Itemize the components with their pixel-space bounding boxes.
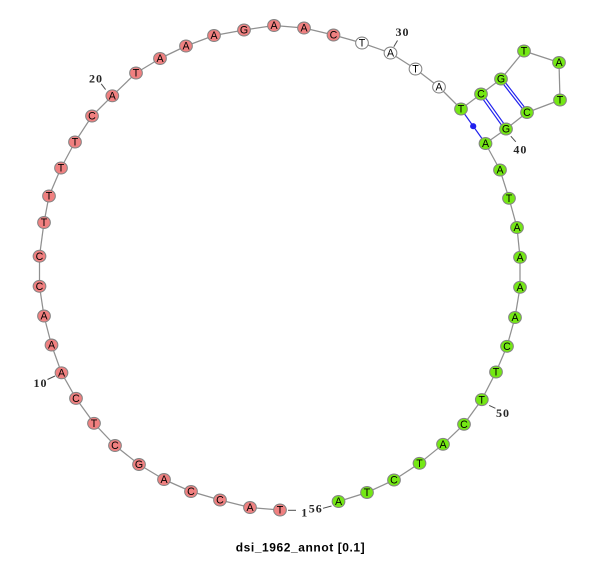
svg-text:C: C [187, 486, 195, 498]
svg-text:T: T [458, 104, 465, 116]
svg-text:T: T [506, 193, 513, 205]
svg-text:A: A [156, 53, 164, 65]
svg-text:C: C [88, 111, 96, 123]
svg-text:C: C [72, 393, 80, 405]
svg-text:T: T [46, 191, 53, 203]
svg-text:A: A [439, 439, 447, 451]
svg-text:T: T [72, 137, 79, 149]
svg-text:A: A [58, 368, 66, 380]
svg-text:C: C [36, 251, 44, 263]
svg-text:A: A [516, 252, 524, 264]
svg-text:A: A [109, 91, 117, 103]
svg-text:C: C [216, 495, 224, 507]
svg-text:C: C [390, 475, 398, 487]
svg-text:A: A [387, 48, 395, 60]
svg-text:A: A [40, 311, 48, 323]
svg-text:dsi_1962_annot [0.1]: dsi_1962_annot [0.1] [236, 541, 365, 555]
svg-text:20: 20 [89, 71, 103, 85]
svg-text:A: A [335, 496, 343, 508]
svg-text:G: G [240, 25, 248, 37]
svg-text:50: 50 [496, 406, 510, 420]
svg-text:A: A [513, 222, 521, 234]
svg-text:T: T [41, 217, 48, 229]
svg-text:A: A [48, 340, 56, 352]
svg-text:A: A [496, 165, 504, 177]
svg-text:T: T [91, 418, 98, 430]
svg-text:A: A [270, 20, 278, 32]
svg-text:T: T [557, 95, 564, 107]
svg-text:A: A [182, 41, 190, 53]
svg-text:T: T [364, 487, 371, 499]
svg-text:T: T [412, 64, 419, 76]
svg-text:T: T [277, 505, 284, 517]
svg-text:C: C [330, 30, 338, 42]
svg-text:10: 10 [34, 376, 48, 390]
svg-text:C: C [36, 281, 44, 293]
svg-text:T: T [133, 68, 140, 80]
svg-text:A: A [160, 474, 168, 486]
svg-text:A: A [511, 312, 519, 324]
svg-text:G: G [497, 74, 505, 86]
svg-text:T: T [521, 46, 528, 58]
svg-text:G: G [502, 124, 510, 136]
svg-text:A: A [555, 57, 563, 69]
svg-text:C: C [477, 89, 485, 101]
svg-text:C: C [111, 440, 119, 452]
svg-text:C: C [460, 419, 468, 431]
svg-text:A: A [300, 23, 308, 35]
svg-text:T: T [479, 394, 486, 406]
svg-text:G: G [135, 459, 143, 471]
svg-text:C: C [503, 341, 511, 353]
svg-text:30: 30 [396, 25, 410, 39]
svg-text:T: T [416, 458, 423, 470]
svg-text:40: 40 [513, 142, 527, 156]
svg-text:A: A [246, 502, 254, 514]
svg-text:A: A [516, 282, 524, 294]
svg-text:T: T [58, 163, 65, 175]
svg-text:A: A [435, 82, 443, 94]
svg-text:A: A [482, 138, 490, 150]
svg-text:T: T [359, 38, 366, 50]
svg-text:56: 56 [309, 502, 323, 516]
svg-text:A: A [210, 30, 218, 42]
svg-text:T: T [493, 367, 500, 379]
svg-text:1: 1 [301, 506, 308, 520]
svg-text:C: C [523, 107, 531, 119]
